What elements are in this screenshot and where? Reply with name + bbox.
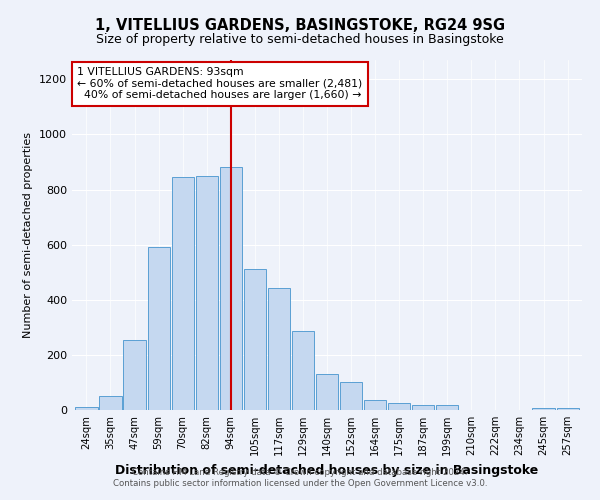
- Bar: [340, 382, 362, 410]
- Bar: [316, 374, 338, 410]
- Bar: [124, 340, 146, 410]
- Text: 1, VITELLIUS GARDENS, BASINGSTOKE, RG24 9SG: 1, VITELLIUS GARDENS, BASINGSTOKE, RG24 …: [95, 18, 505, 32]
- Text: Contains HM Land Registry data © Crown copyright and database right 2024.
Contai: Contains HM Land Registry data © Crown c…: [113, 468, 487, 487]
- Bar: [196, 176, 218, 410]
- Bar: [292, 332, 314, 410]
- Bar: [388, 403, 410, 410]
- Bar: [76, 406, 98, 410]
- Bar: [172, 177, 194, 410]
- X-axis label: Distribution of semi-detached houses by size in Basingstoke: Distribution of semi-detached houses by …: [115, 464, 539, 476]
- Text: Size of property relative to semi-detached houses in Basingstoke: Size of property relative to semi-detach…: [96, 32, 504, 46]
- Bar: [557, 408, 578, 410]
- Bar: [100, 396, 122, 410]
- Bar: [148, 248, 170, 410]
- Bar: [268, 288, 290, 410]
- Bar: [532, 408, 554, 410]
- Bar: [220, 168, 242, 410]
- Text: 1 VITELLIUS GARDENS: 93sqm
← 60% of semi-detached houses are smaller (2,481)
  4: 1 VITELLIUS GARDENS: 93sqm ← 60% of semi…: [77, 67, 362, 100]
- Bar: [364, 400, 386, 410]
- Bar: [244, 270, 266, 410]
- Y-axis label: Number of semi-detached properties: Number of semi-detached properties: [23, 132, 34, 338]
- Bar: [412, 405, 434, 410]
- Bar: [436, 406, 458, 410]
